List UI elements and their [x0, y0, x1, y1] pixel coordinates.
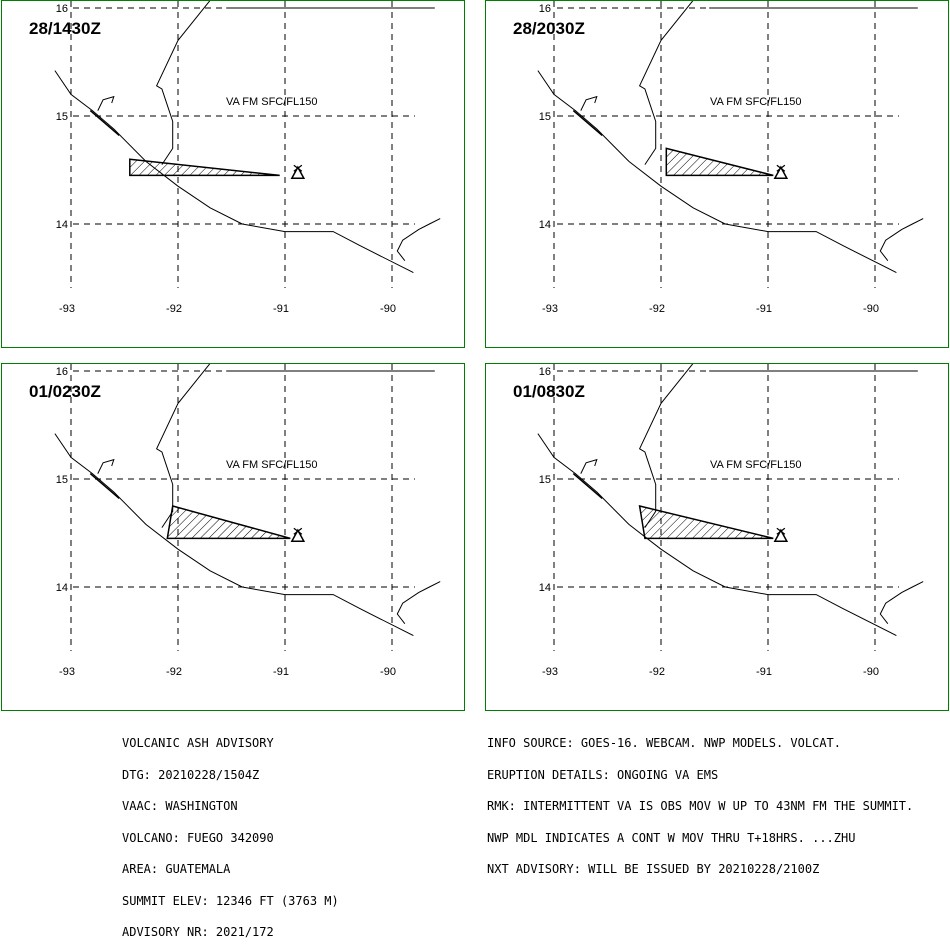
- panel-frame: [485, 0, 949, 348]
- ash-cloud-polygon: [129, 158, 280, 177]
- panel-time-label: 01/0830Z: [513, 382, 585, 401]
- coastline: [97, 458, 115, 474]
- coastline: [89, 110, 120, 136]
- coastline: [580, 95, 598, 111]
- border-line: [396, 218, 441, 262]
- forecast-panel: 28/1430Z VA FM SFC/FL150 16 15 14 -93 -92 -91 -9…: [1, 0, 465, 348]
- advisory-line: VOLCANIC ASH ADVISORY: [122, 736, 274, 750]
- longitude-label: -93: [59, 303, 75, 315]
- border-line: [396, 581, 441, 625]
- latitude-label: 16: [539, 366, 551, 378]
- volcano-icon: [290, 528, 306, 542]
- longitude-label: -92: [649, 303, 665, 315]
- forecast-panel: 01/0230Z VA FM SFC/FL150 16 15 14 -93 -92 -91 -9…: [1, 363, 465, 711]
- coastline: [537, 433, 897, 637]
- coastline: [537, 70, 897, 274]
- longitude-label: -91: [273, 303, 289, 315]
- eruption-mark-icon: [293, 527, 303, 535]
- panel-time-label: 01/0230Z: [29, 382, 101, 401]
- va-level-label: VA FM SFC/FL150: [710, 459, 802, 471]
- va-level-label: VA FM SFC/FL150: [226, 96, 318, 108]
- longitude-label: -92: [166, 303, 182, 315]
- latitude-label: 14: [539, 219, 551, 231]
- panel-frame: [485, 363, 949, 711]
- ash-cloud-polygon: [665, 147, 774, 177]
- eruption-mark-icon: [293, 164, 303, 172]
- eruption-mark-icon: [776, 164, 786, 172]
- ash-cloud-polygon: [638, 505, 774, 540]
- panel-frame: [1, 363, 465, 711]
- volcano-icon: [773, 165, 789, 179]
- latitude-label: 16: [539, 3, 551, 15]
- longitude-label: -90: [863, 303, 879, 315]
- coastline: [572, 473, 603, 499]
- latitude-label: 14: [56, 582, 68, 594]
- va-level-label: VA FM SFC/FL150: [226, 459, 318, 471]
- border-line: [155, 364, 211, 528]
- advisory-line: INFO SOURCE: GOES-16. WEBCAM. NWP MODELS…: [487, 736, 842, 750]
- panel-frame: [1, 0, 465, 348]
- volcano-icon: [290, 165, 306, 179]
- advisory-line: ERUPTION DETAILS: ONGOING VA EMS: [487, 767, 719, 782]
- advisory-header-block: VOLCANIC ASH ADVISORY DTG: 20210228/1504…: [122, 717, 339, 948]
- advisory-line: SUMMIT ELEV: 12346 FT (3763 M): [122, 893, 339, 908]
- latitude-label: 15: [539, 474, 551, 486]
- border-line: [879, 581, 924, 625]
- advisory-line: DTG: 20210228/1504Z: [122, 767, 260, 782]
- longitude-label: -90: [863, 666, 879, 678]
- advisory-line: VAAC: WASHINGTON: [122, 799, 238, 813]
- longitude-label: -93: [542, 666, 558, 678]
- coastline: [580, 458, 598, 474]
- longitude-label: -90: [380, 666, 396, 678]
- latitude-label: 16: [56, 3, 68, 15]
- border-line: [879, 218, 924, 262]
- longitude-label: -93: [542, 303, 558, 315]
- advisory-line: AREA: GUATEMALA: [122, 862, 231, 876]
- coastline: [97, 95, 115, 111]
- va-level-label: VA FM SFC/FL150: [710, 96, 802, 108]
- longitude-label: -90: [380, 303, 396, 315]
- coastline: [572, 110, 603, 136]
- border-line: [155, 1, 211, 165]
- advisory-line: NXT ADVISORY: WILL BE ISSUED BY 20210228…: [487, 862, 820, 876]
- latitude-label: 14: [56, 219, 68, 231]
- advisory-graphic: 28/1430Z VA FM SFC/FL150 16 15 14 -93 -92 -91 -9…: [1, 0, 949, 711]
- eruption-mark-icon: [776, 527, 786, 535]
- longitude-label: -91: [756, 303, 772, 315]
- coastline: [54, 70, 414, 274]
- latitude-label: 15: [56, 474, 68, 486]
- latitude-label: 14: [539, 582, 551, 594]
- volcano-icon: [773, 528, 789, 542]
- ash-cloud-polygon: [166, 505, 291, 540]
- longitude-label: -91: [756, 666, 772, 678]
- advisory-line: ADVISORY NR: 2021/172: [122, 925, 274, 939]
- longitude-label: -92: [166, 666, 182, 678]
- panel-time-label: 28/1430Z: [29, 19, 101, 38]
- forecast-panel: 01/0830Z VA FM SFC/FL150 16 15 14 -93 -92 -91 -9…: [485, 363, 949, 711]
- advisory-line: RMK: INTERMITTENT VA IS OBS MOV W UP TO …: [487, 799, 914, 813]
- advisory-details-block: INFO SOURCE: GOES-16. WEBCAM. NWP MODELS…: [487, 717, 913, 885]
- longitude-label: -93: [59, 666, 75, 678]
- latitude-label: 15: [539, 111, 551, 123]
- coastline: [54, 433, 414, 637]
- latitude-label: 15: [56, 111, 68, 123]
- forecast-panel: 28/2030Z VA FM SFC/FL150 16 15 14 -93 -92 -91 -9…: [485, 0, 949, 348]
- panel-time-label: 28/2030Z: [513, 19, 585, 38]
- advisory-line: VOLCANO: FUEGO 342090: [122, 830, 274, 845]
- advisory-line: NWP MDL INDICATES A CONT W MOV THRU T+18…: [487, 830, 856, 845]
- longitude-label: -92: [649, 666, 665, 678]
- border-line: [638, 1, 694, 165]
- latitude-label: 16: [56, 366, 68, 378]
- border-line: [638, 364, 694, 528]
- coastline: [89, 473, 120, 499]
- longitude-label: -91: [273, 666, 289, 678]
